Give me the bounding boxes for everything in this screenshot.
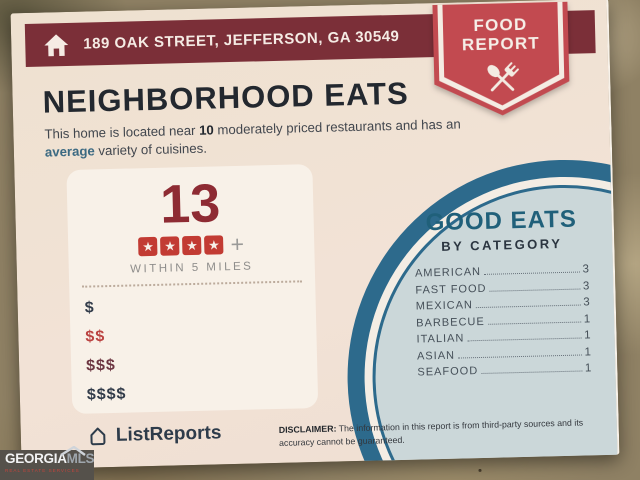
summary-part3: variety of cuisines. xyxy=(94,141,208,159)
category-row: SEAFOOD 1 xyxy=(417,362,592,378)
star-icon: ★ xyxy=(182,235,202,256)
category-count: 1 xyxy=(583,312,592,325)
star-rating: ★ ★ ★ ★ + xyxy=(68,230,314,258)
category-name: BARBECUE xyxy=(416,315,485,330)
star-icon: ★ xyxy=(204,235,224,255)
food-report-ribbon: FOOD REPORT xyxy=(432,2,570,117)
variety-highlight: average xyxy=(44,143,95,161)
ribbon-label-report: REPORT xyxy=(461,33,541,55)
house-icon xyxy=(44,33,69,56)
category-name: MEXICAN xyxy=(415,299,474,313)
category-name: FAST FOOD xyxy=(415,282,487,297)
category-count: 3 xyxy=(582,263,591,276)
mls-brand-georgia: GEORGIA xyxy=(5,451,67,466)
dotted-leader xyxy=(484,271,580,275)
category-count: 3 xyxy=(583,296,591,309)
restaurant-count: 10 xyxy=(198,122,214,138)
price-level-label: $ xyxy=(84,298,95,317)
category-row: BARBECUE 1 xyxy=(416,313,591,329)
dotted-leader xyxy=(467,337,582,342)
star-icon: ★ xyxy=(138,236,158,257)
dotted-leader xyxy=(489,288,581,292)
good-eats-section: GOOD EATS BY CATEGORY AMERICAN 3 FAST FOOD… xyxy=(413,205,593,383)
disclaimer-label: DISCLAIMER: xyxy=(278,423,337,435)
category-row: ASIAN 1 xyxy=(417,346,592,362)
good-eats-subtitle: BY CATEGORY xyxy=(441,235,563,254)
mls-roof-icon xyxy=(60,446,86,456)
bar-row: $$$$ xyxy=(87,375,304,409)
category-name: SEAFOOD xyxy=(417,365,479,379)
dotted-leader xyxy=(487,321,581,325)
mls-tagline: REAL ESTATE SERVICES xyxy=(5,467,80,473)
category-name: ITALIAN xyxy=(416,332,465,346)
address-bar: 189 OAK STREET, JEFFERSON, GA 30549 xyxy=(24,10,596,68)
category-row: MEXICAN 3 xyxy=(416,296,591,312)
summary-part2: moderately priced restaurants and has an xyxy=(213,116,461,138)
category-count: 1 xyxy=(584,362,593,375)
summary-text: This home is located near 10 moderately … xyxy=(44,115,469,162)
dotted-leader xyxy=(475,304,581,309)
star-row: ★ ★ ★ ★ xyxy=(138,235,224,257)
category-row: FAST FOOD 3 xyxy=(415,280,590,296)
plus-sign: + xyxy=(230,230,245,258)
dotted-leader xyxy=(458,354,582,359)
category-count: 3 xyxy=(582,279,591,292)
summary-part1: This home is located near xyxy=(44,122,200,142)
mls-brand-mls: MLS xyxy=(66,451,95,466)
crossed-utensils-icon xyxy=(486,62,519,92)
radius-label: WITHIN 5 MILES xyxy=(130,260,254,276)
price-level-label: $$$$ xyxy=(86,385,127,404)
property-address: 189 OAK STREET, JEFFERSON, GA 30549 xyxy=(83,27,400,53)
price-level-label: $$$ xyxy=(85,356,117,375)
page-title: NEIGHBORHOOD EATS xyxy=(42,75,410,120)
category-list: AMERICAN 3 FAST FOOD 3 MEXICAN 3 BARBECUE 1 ITAL… xyxy=(415,263,593,378)
category-row: AMERICAN 3 xyxy=(415,263,590,279)
listreports-logo: ListReports xyxy=(87,422,222,447)
good-eats-title: GOOD EATS xyxy=(425,205,578,237)
price-bar-chart: $ $$ $$$ $$$$ xyxy=(69,288,318,410)
stats-panel: 13 ★ ★ ★ ★ + WITHIN 5 MILES $ $$ $$$ $$$$ xyxy=(66,164,319,414)
total-restaurants: 13 xyxy=(159,173,221,235)
listreports-wordmark: ListReports xyxy=(115,422,222,446)
listreports-house-icon xyxy=(90,427,106,446)
dotted-divider xyxy=(82,280,303,288)
star-icon: ★ xyxy=(160,236,180,256)
dotted-leader xyxy=(481,370,583,374)
food-report-card: 189 OAK STREET, JEFFERSON, GA 30549 FOOD… xyxy=(10,0,620,470)
category-count: 1 xyxy=(584,329,592,342)
category-name: AMERICAN xyxy=(414,265,482,280)
category-name: ASIAN xyxy=(416,349,456,363)
price-level-label: $$ xyxy=(85,327,106,346)
category-row: ITALIAN 1 xyxy=(416,329,591,345)
georgia-mls-watermark: GEORGIAMLS REAL ESTATE SERVICES xyxy=(0,446,95,480)
category-count: 1 xyxy=(584,345,593,358)
